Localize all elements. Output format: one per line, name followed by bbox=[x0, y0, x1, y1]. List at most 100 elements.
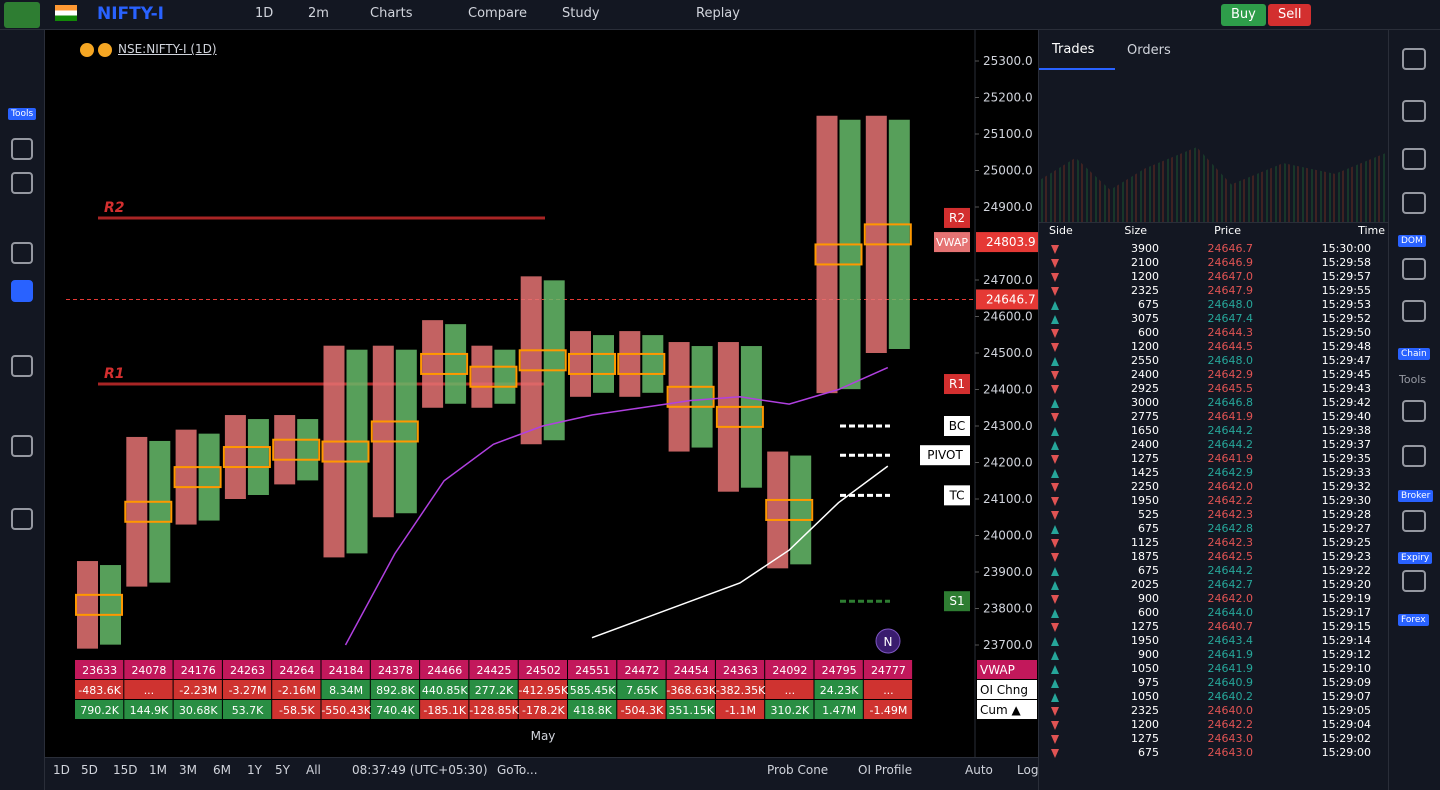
table-value: -3.27M bbox=[229, 684, 267, 697]
poc-box bbox=[518, 349, 567, 372]
rail-icon[interactable] bbox=[1402, 400, 1426, 422]
trade-size: 675 bbox=[1138, 298, 1159, 311]
right-rail: DOM Chain Tools Broker Expiry Forex bbox=[1388, 30, 1440, 790]
price-label: 24000.0 bbox=[983, 529, 1033, 543]
rail-icon[interactable] bbox=[1402, 148, 1426, 170]
poc-box bbox=[370, 420, 419, 443]
table-cell bbox=[715, 680, 765, 699]
range-button[interactable]: 6M bbox=[213, 763, 231, 777]
trade-row: 1275 24641.9 15:29:35 bbox=[1039, 452, 1389, 466]
table-value: 24264 bbox=[279, 664, 314, 677]
trade-price: 24642.9 bbox=[1207, 466, 1254, 479]
table-cell bbox=[765, 700, 814, 719]
tool-icon[interactable] bbox=[11, 435, 33, 457]
rail-icon[interactable] bbox=[1402, 258, 1426, 280]
charts-menu[interactable]: Charts bbox=[370, 6, 413, 21]
table-value: 310.2K bbox=[770, 704, 809, 717]
trade-size: 900 bbox=[1138, 592, 1159, 605]
table-cell bbox=[518, 680, 567, 699]
buy-button[interactable]: Buy bbox=[1221, 4, 1266, 26]
trade-time: 15:29:50 bbox=[1321, 326, 1371, 339]
vwap-badge bbox=[934, 232, 970, 253]
trade-time: 15:29:57 bbox=[1321, 270, 1371, 283]
table-value: -1.1M bbox=[725, 704, 756, 717]
bottom-option[interactable]: OI Profile bbox=[858, 763, 913, 777]
rail-icon[interactable] bbox=[1402, 300, 1426, 322]
trade-size: 1050 bbox=[1131, 662, 1159, 675]
rail-icon[interactable] bbox=[1402, 192, 1426, 214]
bottom-option[interactable]: Log bbox=[1017, 763, 1039, 777]
timeframe[interactable]: 2m bbox=[308, 6, 329, 21]
level-label: R2 bbox=[104, 200, 125, 216]
range-button[interactable]: 15D bbox=[113, 763, 138, 777]
table-cell bbox=[568, 680, 617, 699]
table-value: 24.23K bbox=[820, 684, 859, 697]
trade-time: 15:29:32 bbox=[1321, 480, 1371, 493]
side-arrow bbox=[1051, 413, 1059, 422]
trade-time: 15:29:15 bbox=[1321, 620, 1371, 633]
table-value: 144.9K bbox=[130, 704, 169, 717]
orders-tab[interactable]: Orders bbox=[1127, 43, 1171, 58]
replay-button[interactable]: Replay bbox=[696, 6, 740, 21]
side-arrow bbox=[1051, 707, 1059, 716]
trade-time: 15:29:04 bbox=[1321, 718, 1371, 731]
trade-size: 1275 bbox=[1131, 620, 1159, 633]
sell-button[interactable]: Sell bbox=[1268, 4, 1312, 26]
side-arrow bbox=[1051, 623, 1059, 632]
trade-row: 2775 24641.9 15:29:40 bbox=[1039, 410, 1389, 424]
range-button[interactable]: 5Y bbox=[275, 763, 290, 777]
bottom-option[interactable]: Prob Cone bbox=[767, 763, 829, 777]
tool-icon[interactable] bbox=[11, 355, 33, 377]
trades-tab[interactable]: Trades bbox=[1052, 42, 1095, 57]
interval[interactable]: 1D bbox=[255, 6, 274, 21]
table-cell bbox=[715, 700, 765, 719]
tool-icon[interactable] bbox=[11, 242, 33, 264]
trade-size: 1125 bbox=[1131, 536, 1159, 549]
trade-time: 15:29:38 bbox=[1321, 424, 1371, 437]
table-cell bbox=[124, 700, 173, 719]
poc-box bbox=[568, 352, 616, 375]
sell-column bbox=[77, 561, 98, 649]
symbol[interactable]: NIFTY-I bbox=[97, 4, 164, 24]
tool-icon[interactable] bbox=[11, 138, 33, 160]
rail-icon[interactable] bbox=[1402, 100, 1426, 122]
table-value: ... bbox=[785, 684, 796, 697]
range-button[interactable]: 5D bbox=[81, 763, 98, 777]
trade-size: 2100 bbox=[1131, 256, 1159, 269]
rail-icon[interactable] bbox=[1402, 445, 1426, 467]
trade-time: 15:29:00 bbox=[1321, 746, 1371, 759]
trade-time: 15:29:35 bbox=[1321, 452, 1371, 465]
rail-icon[interactable] bbox=[1402, 570, 1426, 592]
table-value: 1.47M bbox=[822, 704, 856, 717]
range-button[interactable]: 3M bbox=[179, 763, 197, 777]
side-arrow bbox=[1051, 343, 1059, 352]
trade-size: 2325 bbox=[1131, 704, 1159, 717]
table-value: 418.8K bbox=[573, 704, 612, 717]
rail-icon[interactable] bbox=[1402, 48, 1426, 70]
trade-row: 1875 24642.5 15:29:23 bbox=[1039, 550, 1389, 564]
poc-box bbox=[715, 405, 764, 428]
tool-icon[interactable] bbox=[11, 172, 33, 194]
status-dot bbox=[80, 42, 94, 57]
table-cell bbox=[173, 700, 222, 719]
chart-legend[interactable]: NSE:NIFTY-I (1D) bbox=[80, 42, 217, 57]
goto-button[interactable]: GoTo... bbox=[497, 763, 538, 777]
trade-row: 3000 24646.8 15:29:42 bbox=[1039, 396, 1389, 410]
rail-icon[interactable] bbox=[1402, 510, 1426, 532]
bottom-option[interactable]: Auto bbox=[965, 763, 993, 777]
study-button[interactable]: Study bbox=[562, 6, 600, 21]
sell-column bbox=[767, 451, 789, 569]
range-button[interactable]: All bbox=[306, 763, 321, 777]
range-button[interactable]: 1Y bbox=[247, 763, 262, 777]
tool-icon[interactable] bbox=[11, 508, 33, 530]
table-cell bbox=[469, 680, 518, 699]
rail-label: Forex bbox=[1398, 614, 1429, 626]
table-cell bbox=[814, 680, 863, 699]
range-button[interactable]: 1D bbox=[53, 763, 70, 777]
table-cell bbox=[715, 660, 765, 679]
range-button[interactable]: 1M bbox=[149, 763, 167, 777]
trade-time: 15:29:10 bbox=[1321, 662, 1371, 675]
compare-button[interactable]: Compare bbox=[468, 6, 527, 21]
table-value: 277.2K bbox=[475, 684, 514, 697]
tool-icon[interactable] bbox=[11, 280, 33, 302]
